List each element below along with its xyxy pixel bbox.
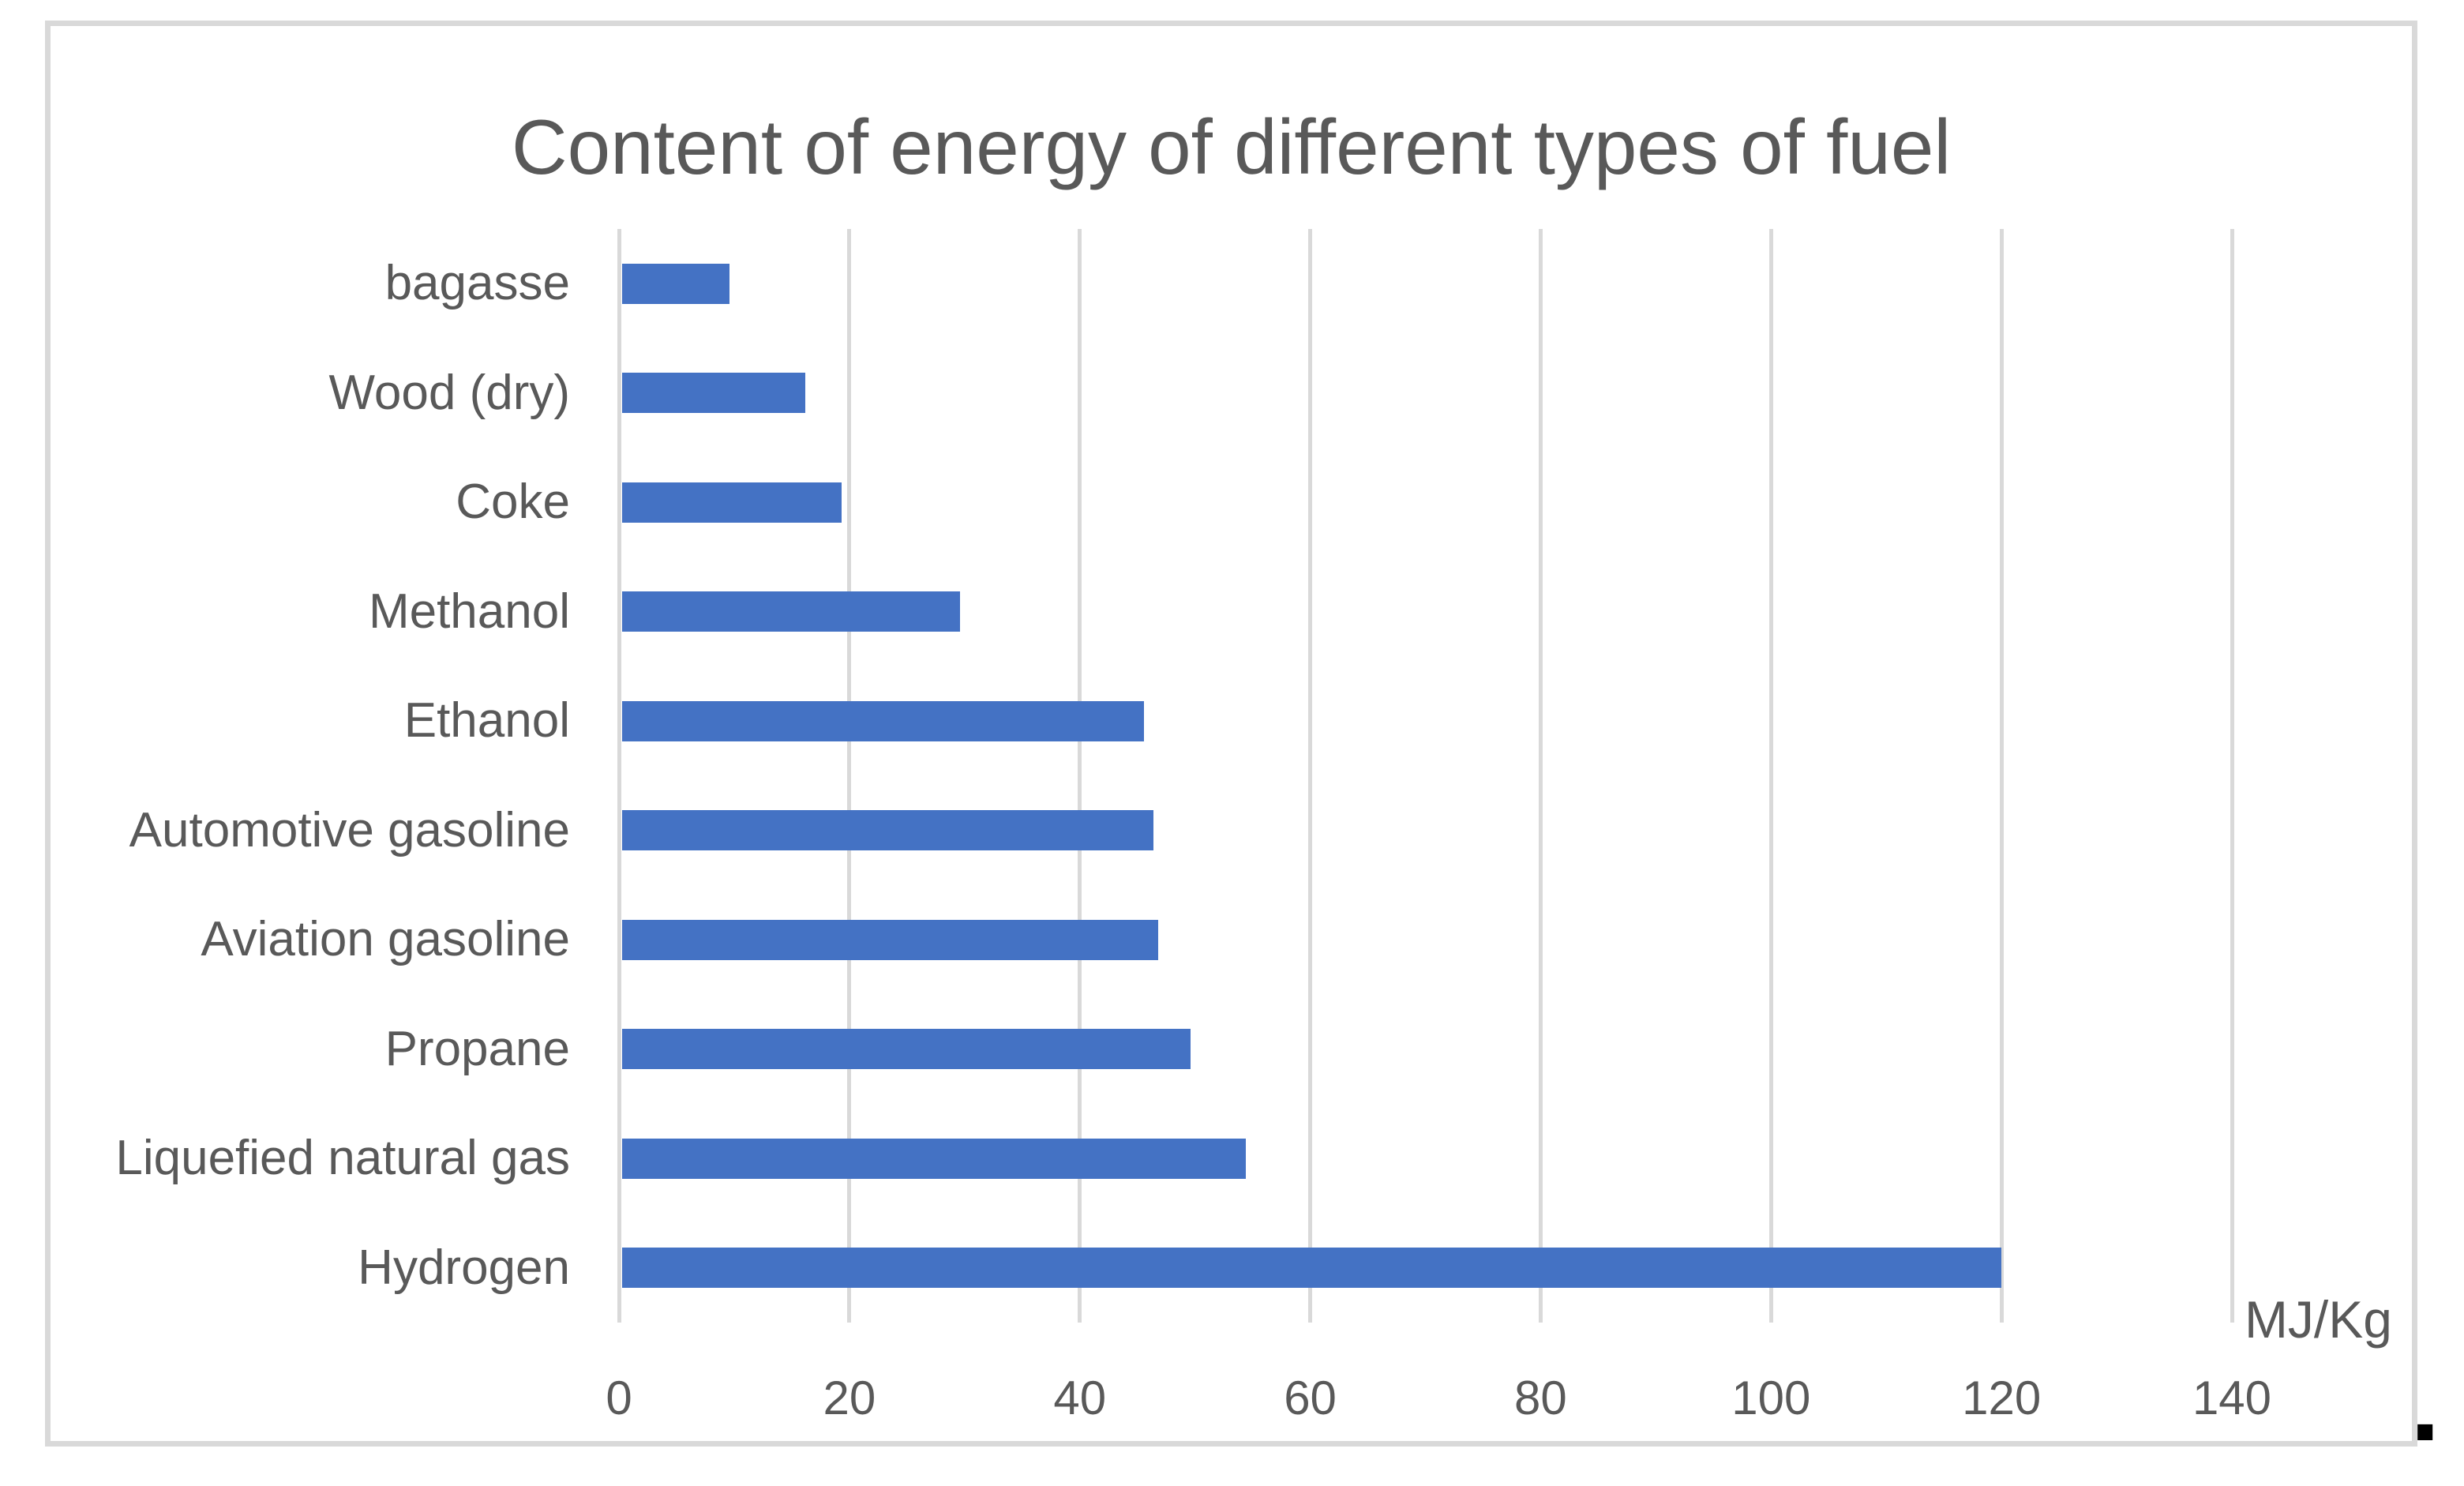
bar-hydrogen [622, 1248, 2002, 1289]
chart-container [45, 21, 2417, 1447]
category-label-automotive-gasoline: Automotive gasoline [129, 802, 570, 857]
x-tick-label-140: 140 [2192, 1372, 2272, 1424]
bar-liquefied-natural-gas [622, 1138, 1246, 1179]
chart-title: Content of energy of different types of … [511, 103, 1952, 190]
x-tick-label-20: 20 [823, 1372, 876, 1424]
x-tick-label-60: 60 [1284, 1372, 1337, 1424]
category-label-liquefied-natural-gas: Liquefied natural gas [115, 1131, 570, 1186]
bar-bagasse [622, 263, 730, 304]
x-tick-label-120: 120 [1962, 1372, 2042, 1424]
category-label-aviation-gasoline: Aviation gasoline [201, 912, 570, 967]
category-label-hydrogen: Hydrogen [358, 1240, 570, 1295]
gridline-140 [2230, 229, 2234, 1323]
gridline-40 [1078, 229, 1082, 1323]
gridline-20 [847, 229, 852, 1323]
category-label-propane: Propane [384, 1021, 570, 1076]
bar-methanol [622, 591, 960, 632]
category-label-bagasse: bagasse [384, 256, 570, 311]
bar-automotive-gasoline [622, 810, 1154, 851]
category-label-coke: Coke [456, 475, 570, 530]
bar-ethanol [622, 700, 1145, 741]
category-label-methanol: Methanol [368, 584, 570, 639]
category-label-ethanol: Ethanol [403, 693, 570, 749]
gridline-100 [1768, 229, 1773, 1323]
bar-aviation-gasoline [622, 919, 1158, 960]
bar-coke [622, 482, 842, 523]
gridline-60 [1308, 229, 1313, 1323]
x-tick-label-80: 80 [1514, 1372, 1567, 1424]
x-axis-unit-label: MJ/Kg [2244, 1290, 2392, 1349]
x-tick-label-40: 40 [1053, 1372, 1107, 1424]
x-tick-label-0: 0 [606, 1372, 632, 1424]
gridline-120 [1999, 229, 2004, 1323]
gridline-80 [1538, 229, 1543, 1323]
x-tick-label-100: 100 [1731, 1372, 1811, 1424]
bar-propane [622, 1029, 1191, 1070]
trailing-period-text: . [2410, 1344, 2440, 1463]
bar-wood-dry- [622, 373, 806, 414]
category-label-wood-dry-: Wood (dry) [328, 365, 571, 420]
gridline-0 [617, 229, 621, 1323]
